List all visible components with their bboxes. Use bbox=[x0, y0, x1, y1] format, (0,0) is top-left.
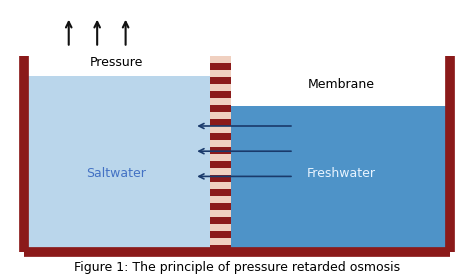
Bar bbox=[210, 161, 231, 168]
Bar bbox=[210, 77, 231, 84]
Bar bbox=[210, 196, 231, 203]
Bar bbox=[210, 70, 231, 77]
Bar bbox=[210, 217, 231, 224]
Bar bbox=[210, 154, 231, 161]
Bar bbox=[210, 84, 231, 91]
Text: Freshwater: Freshwater bbox=[307, 167, 376, 180]
Bar bbox=[231, 106, 450, 252]
Bar bbox=[210, 175, 231, 182]
Bar bbox=[210, 224, 231, 231]
Bar bbox=[210, 203, 231, 210]
Bar bbox=[210, 133, 231, 140]
Bar bbox=[210, 98, 231, 105]
Bar bbox=[210, 63, 231, 70]
Text: Membrane: Membrane bbox=[308, 78, 375, 90]
Bar bbox=[210, 147, 231, 154]
Bar bbox=[210, 182, 231, 189]
Bar bbox=[210, 210, 231, 217]
Bar bbox=[24, 76, 210, 252]
Bar bbox=[210, 56, 231, 63]
Bar bbox=[210, 112, 231, 119]
Bar bbox=[210, 231, 231, 238]
Bar bbox=[210, 119, 231, 126]
Bar bbox=[210, 91, 231, 98]
Text: Figure 1: The principle of pressure retarded osmosis: Figure 1: The principle of pressure reta… bbox=[74, 262, 400, 274]
Text: Saltwater: Saltwater bbox=[86, 167, 146, 180]
Bar bbox=[210, 238, 231, 245]
Text: Pressure: Pressure bbox=[90, 56, 143, 69]
Bar bbox=[210, 189, 231, 196]
Bar bbox=[210, 140, 231, 147]
Bar bbox=[210, 168, 231, 175]
Bar bbox=[210, 126, 231, 133]
Bar bbox=[210, 245, 231, 252]
Bar bbox=[210, 105, 231, 112]
